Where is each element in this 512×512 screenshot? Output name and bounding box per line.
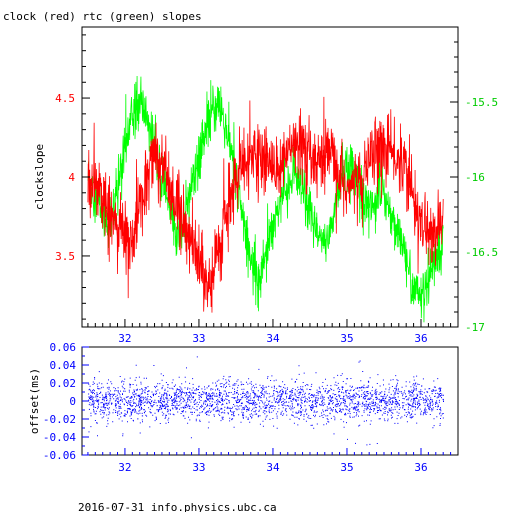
offset-point: [280, 413, 282, 415]
offset-point: [132, 410, 134, 412]
bottom-y-tick-label: -0.06: [43, 449, 76, 462]
chart-title: clock (red) rtc (green) slopes: [3, 10, 202, 23]
bottom-y-tick-label: -0.04: [43, 431, 76, 444]
top-left-tick-label: 4: [68, 171, 75, 184]
offset-point: [102, 406, 104, 408]
top-x-tick-label: 32: [118, 332, 131, 345]
top-series-group: [87, 75, 444, 323]
top-left-tick-label: 4.5: [55, 92, 75, 105]
top-x-tick-label: 36: [414, 332, 427, 345]
offset-point: [398, 404, 400, 406]
offset-point: [295, 399, 297, 401]
offset-point: [439, 395, 441, 397]
rtc-slope-line: [87, 75, 444, 323]
offset-point: [339, 410, 341, 412]
top-x-tick-label: 34: [266, 332, 280, 345]
top-right-tick-label: -17: [465, 321, 485, 334]
top-ylabel: clockslope: [33, 144, 46, 210]
bottom-ylabel: offset(ms): [28, 368, 41, 434]
offset-point: [369, 411, 371, 413]
offset-point: [250, 402, 252, 404]
offset-point: [383, 393, 386, 395]
offset-point: [413, 388, 415, 390]
bottom-x-tick-label: 32: [118, 461, 131, 474]
offset-points-group: [88, 356, 444, 446]
offset-point: [191, 411, 193, 413]
bottom-x-tick-label: 35: [340, 461, 353, 474]
offset-point: [206, 395, 208, 397]
offset-point: [91, 397, 93, 399]
offset-point: [324, 390, 326, 392]
bottom-y-tick-label: 0.02: [50, 377, 77, 390]
offset-point: [161, 404, 164, 406]
top-right-tick-label: -15.5: [465, 96, 498, 109]
bottom-y-tick-label: -0.02: [43, 413, 76, 426]
bottom-x-tick-label: 33: [192, 461, 205, 474]
offset-point: [176, 388, 178, 390]
offset-point: [147, 393, 149, 395]
top-axes: 32 33 34 35 36 3.5 4 4.5 -15.5 -16 -16.5 -17: [55, 34, 498, 345]
footer-text: 2016-07-31 info.physics.ubc.ca: [78, 501, 277, 512]
bottom-y-tick-label: 0.04: [50, 359, 77, 372]
bottom-x-tick-label: 34: [266, 461, 280, 474]
offset-point: [221, 408, 223, 410]
bottom-plot-area: [88, 356, 444, 446]
top-right-tick-label: -16.5: [465, 246, 498, 259]
offset-point: [309, 406, 312, 408]
offset-point: [235, 392, 238, 394]
offset-point: [265, 386, 267, 388]
offset-point: [354, 397, 356, 399]
top-plot-area: [87, 75, 444, 323]
top-x-tick-label: 33: [192, 332, 205, 345]
bottom-x-tick-label: 36: [414, 461, 427, 474]
offset-point: [428, 408, 430, 410]
bottom-y-tick-label: 0: [69, 395, 76, 408]
bottom-y-tick-label: 0.06: [50, 341, 77, 354]
clock-slope-line: [87, 96, 444, 313]
bottom-axes: 32 33 34 35 36 -0.06 -0.04 -0.02 0 0.02 0.04 0.06: [43, 341, 452, 474]
top-left-tick-label: 3.5: [55, 250, 75, 263]
top-right-tick-label: -16: [465, 171, 485, 184]
top-x-tick-label: 35: [340, 332, 353, 345]
offset-point: [117, 390, 119, 392]
offset-scatter-points: [88, 356, 444, 446]
